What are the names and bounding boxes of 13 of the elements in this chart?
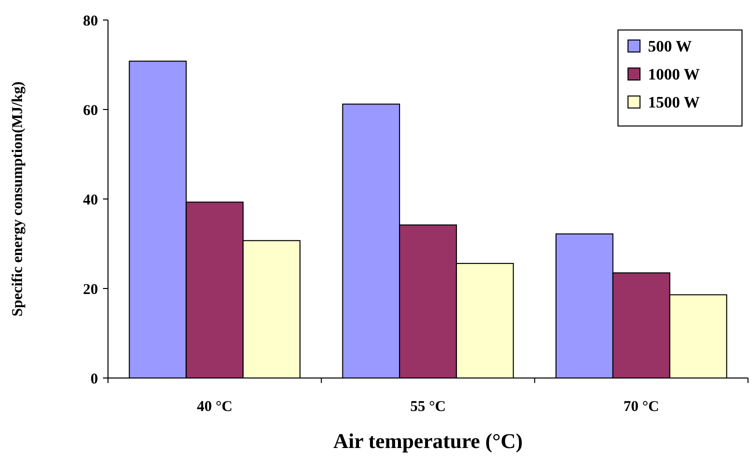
legend-label: 1500 W [648,94,700,112]
y-axis-title: Specific energy consumption(MJ/kg) [10,82,26,316]
legend-label: 500 W [648,38,692,56]
y-tick-label: 20 [83,282,98,298]
y-tick-label: 80 [83,13,98,30]
legend-label: 1000 W [648,66,700,84]
y-tick-label: 40 [83,192,98,208]
x-tick-label: 40 °C [196,399,232,415]
x-tick-label: 70 °C [624,399,660,415]
x-axis-title: Air temperature (°C) [333,429,523,453]
y-tick-label: 0 [90,371,98,388]
x-tick-label: 55 °C [410,399,446,415]
y-tick-label: 60 [83,102,98,119]
